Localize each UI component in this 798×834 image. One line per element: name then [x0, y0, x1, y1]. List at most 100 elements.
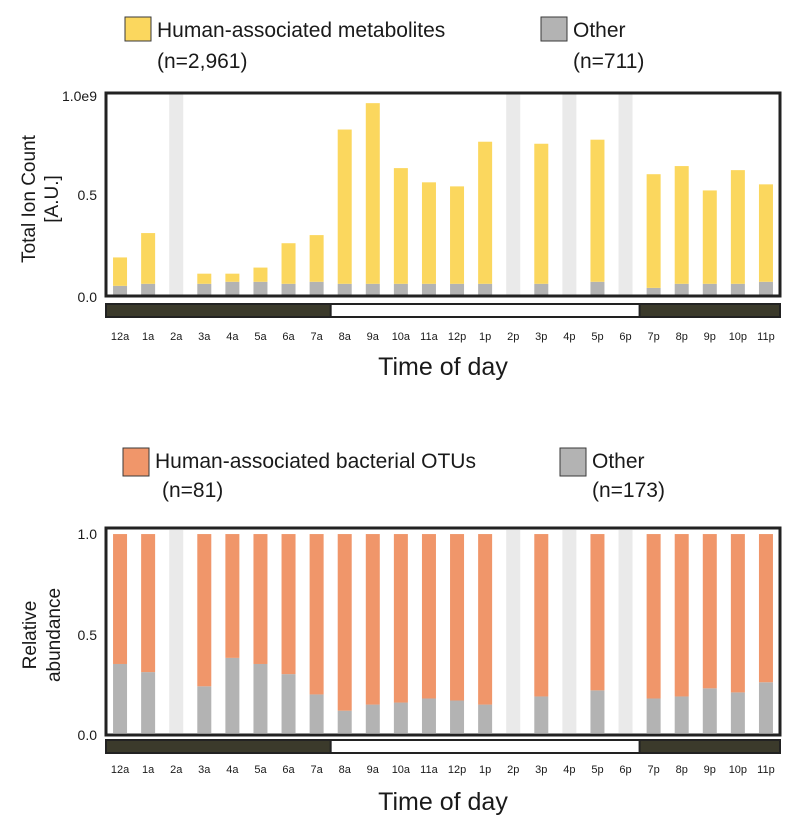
bar-segment-other	[365, 283, 380, 296]
legend-count-human-metabolites: (n=2,961)	[157, 50, 247, 73]
y-tick-label: 0.5	[78, 187, 98, 203]
stacked-bars	[113, 534, 773, 733]
x-tick-label: 12a	[111, 764, 130, 776]
x-tick-label: 11p	[757, 331, 775, 343]
x-tick-label: 1a	[142, 331, 155, 343]
bar-segment-human-associated	[534, 143, 549, 284]
bar-segment-human-associated	[450, 186, 465, 284]
x-tick-label: 12a	[111, 331, 130, 343]
y-axis-label: Relative	[20, 601, 41, 670]
bar-segment-other	[225, 657, 240, 733]
x-tick-label: 5a	[254, 331, 267, 343]
light-dark-bar	[105, 303, 781, 318]
bar-segment-human-associated	[730, 170, 745, 284]
x-tick-label: 3p	[535, 331, 547, 343]
bar-segment-other	[113, 663, 128, 733]
plot-frame	[104, 526, 782, 737]
bar-segment-other	[534, 283, 549, 296]
bar-segment-other	[421, 283, 436, 296]
bar-segment-human-associated	[253, 267, 268, 282]
x-tick-label: 3a	[198, 331, 211, 343]
missing-timepoints	[169, 530, 633, 733]
x-tick-label: 10p	[729, 764, 747, 776]
y-tick-label: 1.0	[78, 526, 98, 542]
x-tick-label: 9p	[704, 331, 716, 343]
bar-segment-human-associated	[758, 534, 773, 683]
missing-timepoints	[169, 93, 633, 296]
bar-segment-other	[450, 700, 465, 733]
bar-segment-other	[590, 690, 605, 733]
x-tick-label: 2p	[507, 331, 519, 343]
x-tick-label: 4p	[563, 764, 575, 776]
x-tick-labels: 12a 1a 2a 3a 4a 5a 6a 7a 8a 9a 10a 11a 12p 1p 2p 3p 4p 5p…	[111, 764, 775, 776]
bar-segment-other	[590, 281, 605, 296]
x-tick-label: 5p	[591, 764, 603, 776]
bar-segment-other	[281, 283, 296, 296]
y-tick-label: 1.0e9	[62, 88, 97, 104]
missing-timepoint-shade	[506, 93, 521, 296]
bar-segment-other	[702, 283, 717, 296]
bar-segment-human-associated	[421, 534, 436, 699]
bar-segment-other	[253, 281, 268, 296]
bar-segment-other	[393, 702, 408, 733]
bar-segment-human-associated	[281, 534, 296, 675]
x-tick-label: 4a	[226, 764, 239, 776]
bar-segment-human-associated	[674, 166, 689, 284]
x-tick-label: 9a	[367, 331, 380, 343]
missing-timepoint-shade	[562, 93, 577, 296]
legend-swatch-other	[559, 447, 587, 477]
plot-frame	[104, 91, 782, 298]
x-tick-label: 5a	[254, 764, 267, 776]
bar-segment-human-associated	[758, 184, 773, 282]
bar-segment-other	[702, 688, 717, 733]
bar-segment-human-associated	[702, 190, 717, 284]
x-axis-title: Time of day	[378, 353, 508, 381]
x-tick-label: 6a	[282, 331, 295, 343]
legend-swatch-human-otus	[122, 447, 150, 477]
bar-segment-other	[646, 698, 661, 733]
dark-period-bar-evening	[638, 739, 781, 754]
x-tick-label: 11a	[420, 764, 438, 776]
bar-segment-human-associated	[674, 534, 689, 697]
x-tick-label: 6p	[619, 331, 631, 343]
legend-count-human-otus: (n=81)	[162, 479, 223, 502]
legend-label-human-otus: Human-associated bacterial OTUs	[155, 450, 476, 473]
bar-segment-human-associated	[141, 233, 156, 284]
bar-segment-human-associated	[730, 534, 745, 693]
bar-segment-other	[141, 672, 156, 733]
legend-label-other: Other	[592, 450, 645, 473]
bar-segment-other	[365, 704, 380, 733]
bar-segment-human-associated	[337, 534, 352, 711]
bar-segment-other	[478, 283, 493, 296]
bar-segment-human-associated	[337, 129, 352, 284]
bar-segment-human-associated	[393, 534, 408, 703]
x-tick-label: 10a	[392, 764, 411, 776]
legend-swatch-human-metabolites	[124, 16, 152, 42]
x-tick-label: 12p	[448, 331, 466, 343]
dark-period-bar-night	[105, 303, 332, 318]
x-tick-label: 6a	[282, 764, 295, 776]
x-tick-label: 8a	[339, 764, 352, 776]
y-axis-unit: [A.U.]	[42, 175, 63, 223]
legend-label-human-metabolites: Human-associated metabolites	[157, 19, 445, 42]
bar-segment-other	[337, 283, 352, 296]
bar-segment-other	[253, 663, 268, 733]
bar-segment-human-associated	[281, 243, 296, 284]
x-tick-labels: 12a 1a 2a 3a 4a 5a 6a 7a 8a 9a 10a 11a 12p 1p 2p 3p 4p 5p…	[111, 331, 775, 343]
bar-segment-human-associated	[478, 141, 493, 284]
x-tick-label: 4a	[226, 331, 239, 343]
panel-metabolites: Human-associated metabolites (n=2,961) O…	[19, 16, 782, 381]
stacked-bars	[113, 103, 773, 296]
x-tick-label: 1p	[479, 331, 491, 343]
x-tick-label: 7a	[311, 764, 324, 776]
x-tick-label: 9p	[704, 764, 716, 776]
dark-period-bar-evening	[638, 303, 781, 318]
bar-segment-other	[730, 283, 745, 296]
dark-period-bar-night	[105, 739, 332, 754]
legend-swatch-other	[540, 16, 568, 42]
y-tick-label: 0.0	[78, 727, 98, 743]
missing-timepoint-shade	[618, 530, 633, 733]
x-tick-label: 1p	[479, 764, 491, 776]
bar-segment-other	[197, 283, 212, 296]
